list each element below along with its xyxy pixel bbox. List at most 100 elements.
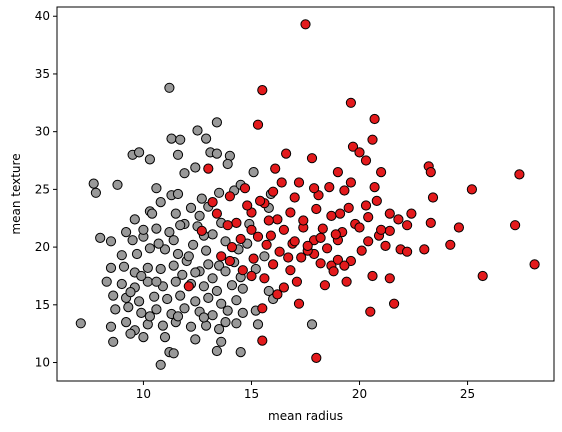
gray-point: [101, 276, 112, 287]
gray-point: [220, 236, 231, 247]
gray-point: [201, 245, 212, 256]
gray-point: [203, 259, 214, 270]
gray-point: [198, 281, 209, 292]
red-point: [356, 245, 367, 256]
gray-point: [172, 311, 184, 322]
gray-point: [183, 251, 194, 262]
gray-point: [136, 307, 147, 318]
gray-point: [211, 117, 222, 128]
gray-point: [159, 332, 171, 343]
red-point: [289, 236, 300, 247]
red-point: [252, 119, 264, 130]
red-point: [345, 97, 356, 108]
gray-point: [168, 235, 179, 246]
gray-point: [216, 298, 227, 309]
red-point: [315, 232, 326, 243]
gray-point: [185, 202, 197, 213]
gray-point: [252, 319, 264, 330]
red-point: [278, 224, 289, 235]
gray-point: [222, 158, 233, 170]
red-point: [268, 259, 279, 270]
red-point: [319, 280, 330, 291]
red-point: [354, 147, 365, 158]
red-point: [274, 246, 285, 257]
gray-point: [194, 210, 205, 221]
gray-point: [144, 154, 155, 165]
red-point: [466, 184, 477, 195]
gray-point: [157, 320, 168, 331]
red-point: [376, 224, 387, 235]
gray-point: [216, 336, 227, 347]
red-point: [235, 233, 246, 245]
red-point: [255, 195, 266, 206]
red-point: [335, 208, 346, 219]
red-point: [270, 163, 281, 174]
red-point: [222, 220, 233, 231]
gray-point: [177, 269, 188, 280]
gray-point: [196, 193, 207, 204]
plot-area: [57, 7, 554, 381]
gray-point: [105, 236, 117, 247]
gray-point: [162, 293, 173, 305]
gray-point: [118, 261, 130, 272]
red-point: [211, 208, 222, 219]
gray-point: [231, 295, 242, 306]
gray-point: [237, 283, 248, 294]
gray-point: [211, 285, 222, 297]
red-point: [393, 214, 404, 225]
red-point: [216, 251, 227, 262]
red-point: [242, 200, 253, 211]
gray-point: [123, 302, 134, 313]
red-point: [384, 273, 395, 284]
gray-point: [136, 270, 147, 282]
red-point: [259, 273, 270, 284]
gray-point: [151, 183, 162, 194]
red-point: [380, 240, 391, 251]
red-point: [332, 167, 343, 178]
gray-point: [168, 260, 179, 271]
gray-point: [142, 262, 153, 273]
red-point: [425, 217, 436, 228]
gray-point: [214, 260, 225, 271]
red-point: [514, 169, 525, 180]
red-point: [529, 259, 540, 270]
red-point: [309, 183, 320, 194]
gray-point: [263, 285, 274, 297]
gray-point: [220, 266, 231, 277]
red-point: [376, 167, 387, 178]
plot-frame: [56, 6, 555, 382]
y-tick-label: 20: [35, 240, 50, 254]
gray-point: [172, 149, 184, 160]
gray-point: [168, 348, 179, 359]
gray-point: [105, 262, 117, 273]
red-point: [311, 203, 322, 215]
red-point: [427, 192, 439, 203]
red-point: [363, 236, 374, 247]
y-tick-label: 25: [35, 182, 50, 196]
red-point: [203, 163, 214, 174]
gray-point: [164, 227, 175, 238]
gray-point: [131, 248, 143, 260]
gray-point: [211, 345, 222, 357]
red-point: [322, 243, 333, 254]
red-point: [347, 141, 359, 152]
gray-point: [211, 148, 222, 159]
red-point: [298, 215, 309, 226]
red-point: [224, 255, 235, 267]
gray-point: [138, 224, 149, 235]
gray-point: [306, 319, 318, 330]
red-point: [311, 352, 322, 363]
x-tick-label: 25: [460, 387, 475, 401]
red-point: [281, 148, 292, 159]
gray-point: [190, 334, 201, 345]
y-tick-label: 10: [35, 356, 50, 370]
red-point: [509, 220, 521, 231]
gray-point: [155, 263, 166, 275]
gray-point: [207, 229, 218, 240]
gray-point: [134, 296, 145, 307]
red-point: [306, 153, 318, 164]
red-point: [369, 113, 380, 125]
red-point: [268, 186, 279, 197]
gray-point: [144, 243, 155, 254]
red-point: [369, 182, 380, 193]
